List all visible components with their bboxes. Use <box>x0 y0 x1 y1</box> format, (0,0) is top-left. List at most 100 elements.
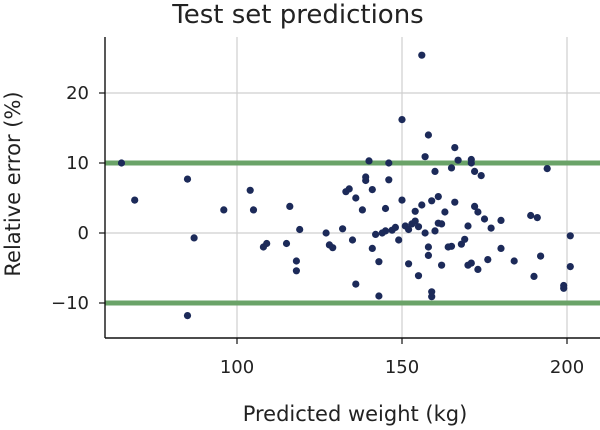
data-point <box>368 186 376 194</box>
reference-lines <box>105 160 600 306</box>
data-point <box>381 204 390 213</box>
data-point <box>117 159 126 167</box>
y-tick-label: 0 <box>78 223 89 244</box>
data-point <box>329 244 337 252</box>
data-point <box>368 244 376 252</box>
data-point <box>381 227 390 235</box>
data-point <box>292 257 300 265</box>
data-point <box>385 176 393 184</box>
data-point <box>395 236 403 244</box>
data-point <box>348 236 357 244</box>
data-point <box>431 167 439 175</box>
data-point <box>497 244 505 252</box>
data-point <box>431 227 439 235</box>
data-point <box>530 272 538 280</box>
data-point <box>322 229 330 237</box>
data-point <box>190 234 198 242</box>
data-point <box>477 172 485 180</box>
data-point <box>183 312 192 320</box>
data-point <box>286 202 294 210</box>
data-point <box>454 156 462 164</box>
data-point <box>131 196 139 204</box>
data-point <box>566 263 574 271</box>
y-tick-label: −10 <box>51 293 89 314</box>
data-point <box>362 173 370 181</box>
data-point <box>497 216 505 224</box>
data-point <box>263 239 271 248</box>
data-point <box>434 193 442 201</box>
data-point <box>447 242 456 250</box>
data-point <box>385 159 393 167</box>
data-point <box>451 144 459 152</box>
data-point <box>352 194 360 202</box>
data-point <box>428 293 436 301</box>
data-point <box>424 251 432 259</box>
data-point <box>543 165 551 173</box>
x-tick-label: 200 <box>550 357 584 378</box>
data-point <box>461 235 469 243</box>
data-point <box>375 258 383 266</box>
data-point <box>424 243 432 251</box>
x-tick-label: 100 <box>220 357 254 378</box>
data-point <box>183 175 192 183</box>
data-point <box>418 51 426 59</box>
data-point <box>438 261 446 269</box>
data-point <box>467 259 475 267</box>
data-points <box>117 51 574 320</box>
data-point <box>345 185 353 193</box>
data-point <box>352 280 360 288</box>
data-point <box>537 252 545 260</box>
data-point <box>471 202 479 210</box>
data-point <box>249 206 258 214</box>
y-axis-label: Relative error (%) <box>1 91 25 276</box>
data-point <box>358 206 366 214</box>
y-tick-label: 20 <box>66 83 89 104</box>
data-point <box>398 196 406 204</box>
data-point <box>292 267 300 275</box>
data-point <box>405 260 413 268</box>
axes: 100 150 200 −10 0 10 20 <box>51 37 600 378</box>
y-tick-label: 10 <box>66 153 89 174</box>
x-axis-label: Predicted weight (kg) <box>243 402 468 426</box>
data-point <box>220 206 228 214</box>
data-point <box>527 211 535 220</box>
x-tick-label: 150 <box>385 357 419 378</box>
data-point <box>533 214 541 222</box>
data-point <box>438 220 446 228</box>
data-point <box>296 225 304 234</box>
data-point <box>441 208 449 216</box>
data-point <box>560 284 568 292</box>
data-point <box>487 224 495 232</box>
data-point <box>375 292 383 300</box>
data-point <box>414 223 423 231</box>
data-point <box>510 257 518 265</box>
chart-title: Test set predictions <box>171 0 423 30</box>
data-point <box>566 232 574 240</box>
data-point <box>480 215 489 223</box>
data-point <box>424 131 432 139</box>
data-point <box>282 239 291 248</box>
data-point <box>474 208 482 216</box>
data-point <box>421 153 429 161</box>
data-point <box>464 222 472 230</box>
data-point <box>391 223 399 231</box>
data-point <box>246 186 254 194</box>
data-point <box>411 207 419 215</box>
data-point <box>398 116 406 124</box>
data-point <box>405 225 413 234</box>
data-point <box>339 225 347 233</box>
data-point <box>467 159 475 167</box>
data-point <box>421 229 429 237</box>
data-point <box>365 157 373 165</box>
data-point <box>414 272 423 280</box>
data-point <box>474 265 482 273</box>
data-point <box>484 256 492 264</box>
data-point <box>428 197 436 205</box>
data-point <box>451 198 459 206</box>
data-point <box>418 201 426 209</box>
data-point <box>447 164 456 172</box>
data-point <box>411 217 419 225</box>
data-point <box>471 167 479 175</box>
data-point <box>372 230 380 238</box>
